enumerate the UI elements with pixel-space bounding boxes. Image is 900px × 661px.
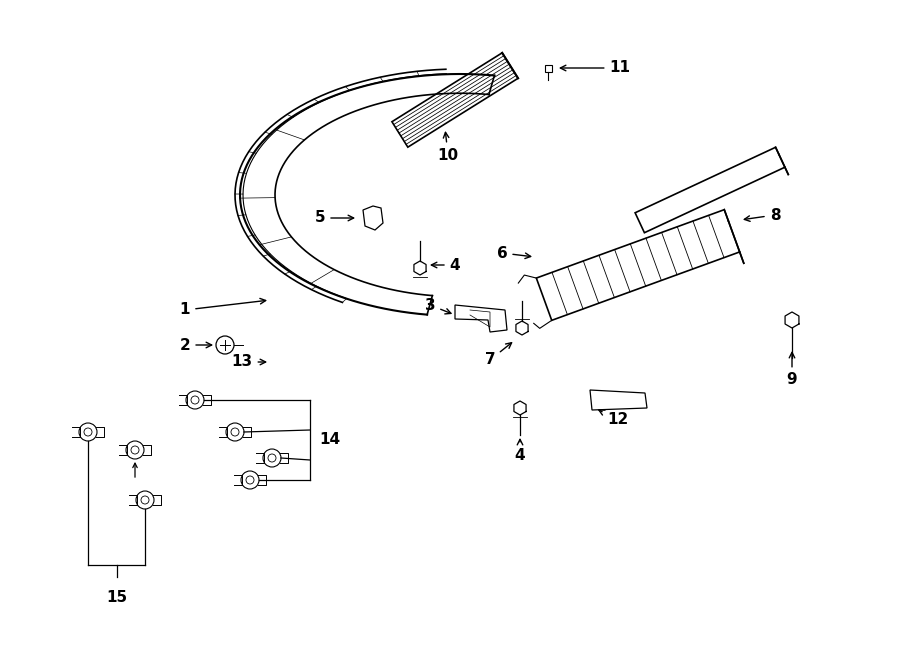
Text: 14: 14 <box>320 432 340 447</box>
Text: 15: 15 <box>106 590 128 605</box>
Text: 6: 6 <box>497 245 531 260</box>
Text: 7: 7 <box>485 342 511 368</box>
Text: 8: 8 <box>744 208 780 223</box>
Text: 12: 12 <box>598 410 628 428</box>
Text: 3: 3 <box>425 297 451 314</box>
Text: 5: 5 <box>315 210 354 225</box>
Text: 1: 1 <box>180 298 266 317</box>
Text: 4: 4 <box>515 440 526 463</box>
Text: 9: 9 <box>787 352 797 387</box>
Text: 13: 13 <box>231 354 266 369</box>
Text: 10: 10 <box>437 132 459 163</box>
Text: 2: 2 <box>180 338 211 352</box>
Bar <box>544 65 552 71</box>
Text: 4: 4 <box>431 258 460 272</box>
Text: 11: 11 <box>561 61 631 75</box>
